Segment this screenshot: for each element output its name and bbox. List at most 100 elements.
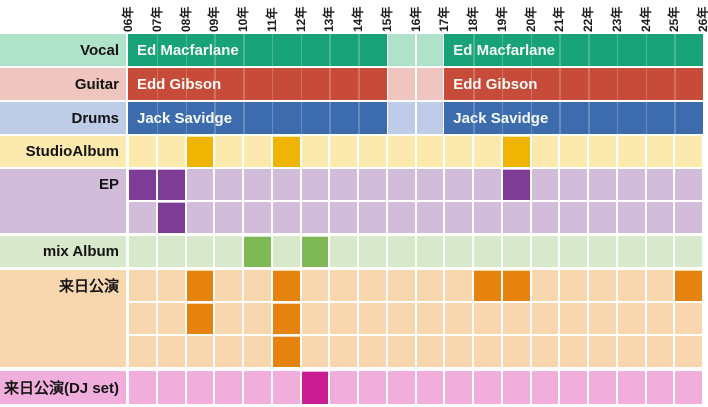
row-label: Drums (71, 109, 119, 127)
event-marker (186, 136, 214, 167)
bar-gridline (185, 102, 187, 134)
year-cell (129, 371, 156, 404)
inactive-year-cell (416, 68, 444, 100)
year-cell (474, 169, 501, 200)
year-cell (416, 371, 444, 404)
member-name: Edd Gibson (137, 75, 222, 93)
bar-gridline (588, 102, 590, 134)
year-cell (215, 202, 242, 233)
year-cell (244, 136, 271, 167)
year-cell (617, 136, 645, 167)
bar-gridline (156, 68, 159, 100)
bar-gridline (645, 68, 647, 100)
bar-gridline (559, 102, 561, 134)
member-active-bar: Ed Macfarlane (444, 34, 703, 66)
year-cell (330, 202, 357, 233)
year-cell (359, 336, 386, 367)
year-cell (617, 202, 645, 233)
year-cell (502, 236, 530, 267)
year-cell (589, 270, 616, 301)
member-name: Edd Gibson (453, 75, 538, 93)
year-cell (589, 336, 616, 367)
bar-gridline (243, 102, 245, 134)
row-label: 来日公演 (58, 278, 119, 295)
year-cell (416, 136, 444, 167)
year-cell (272, 169, 300, 200)
year-cell (675, 236, 702, 267)
year-cell (359, 371, 386, 404)
year-cell (531, 169, 559, 200)
year-cell (646, 136, 674, 167)
bar-gridline (530, 34, 532, 66)
event-marker (675, 270, 702, 301)
year-cell (560, 336, 587, 367)
year-cell (186, 202, 214, 233)
year-cell (157, 236, 185, 267)
year-cell (416, 236, 444, 267)
bar-gridline (473, 102, 475, 134)
bar-gridline (300, 34, 302, 66)
bar-gridline (501, 68, 504, 100)
bar-gridline (501, 102, 504, 134)
member-name: Jack Savidge (137, 109, 233, 127)
year-cell (560, 169, 587, 200)
event-marker (272, 270, 300, 301)
bar-gridline (674, 34, 676, 66)
year-cell (129, 336, 156, 367)
year-cell (129, 136, 156, 167)
event-marker (186, 303, 214, 334)
bar-gridline (645, 34, 647, 66)
member-name: Ed Macfarlane (137, 41, 239, 59)
year-cell (215, 236, 242, 267)
member-active-bar: Ed Macfarlane (128, 34, 387, 66)
year-cell (531, 202, 559, 233)
event-marker (272, 303, 300, 334)
bar-gridline (559, 68, 561, 100)
year-cell (301, 169, 329, 200)
year-cell (272, 202, 300, 233)
year-cell (186, 236, 214, 267)
year-cell (215, 336, 242, 367)
year-cell (502, 336, 530, 367)
year-cell (560, 303, 587, 334)
year-cell (359, 202, 386, 233)
bar-gridline (271, 34, 274, 66)
bar-gridline (156, 102, 159, 134)
year-cell (387, 371, 415, 404)
year-cell (445, 303, 472, 334)
bar-gridline (214, 34, 216, 66)
member-name: Jack Savidge (453, 109, 549, 127)
year-cell (474, 336, 501, 367)
year-cell (646, 371, 674, 404)
row-label-cell: StudioAlbum (0, 136, 126, 167)
year-cell (531, 136, 559, 167)
event-marker (272, 136, 300, 167)
year-cell (359, 136, 386, 167)
year-cell (244, 371, 271, 404)
year-cell (359, 236, 386, 267)
inactive-year-cell (387, 68, 415, 100)
year-cell (474, 236, 501, 267)
bar-gridline (214, 102, 216, 134)
member-active-bar: Edd Gibson (128, 68, 387, 100)
year-cell (215, 169, 242, 200)
year-cell (617, 303, 645, 334)
row-label-cell: Vocal (0, 34, 126, 66)
year-cell (330, 136, 357, 167)
year-cell (244, 169, 271, 200)
event-marker (129, 169, 156, 200)
row-label: mix Album (42, 243, 119, 260)
year-cell (301, 202, 329, 233)
year-cell (359, 270, 386, 301)
bar-gridline (358, 68, 360, 100)
year-cell (617, 270, 645, 301)
bar-gridline (243, 68, 245, 100)
year-cell (617, 371, 645, 404)
event-marker (157, 169, 185, 200)
row-label: StudioAlbum (25, 143, 119, 160)
event-marker (502, 136, 530, 167)
year-cell (157, 270, 185, 301)
bar-gridline (588, 68, 590, 100)
row-label-cell: 来日公演(DJ set) (0, 371, 126, 404)
